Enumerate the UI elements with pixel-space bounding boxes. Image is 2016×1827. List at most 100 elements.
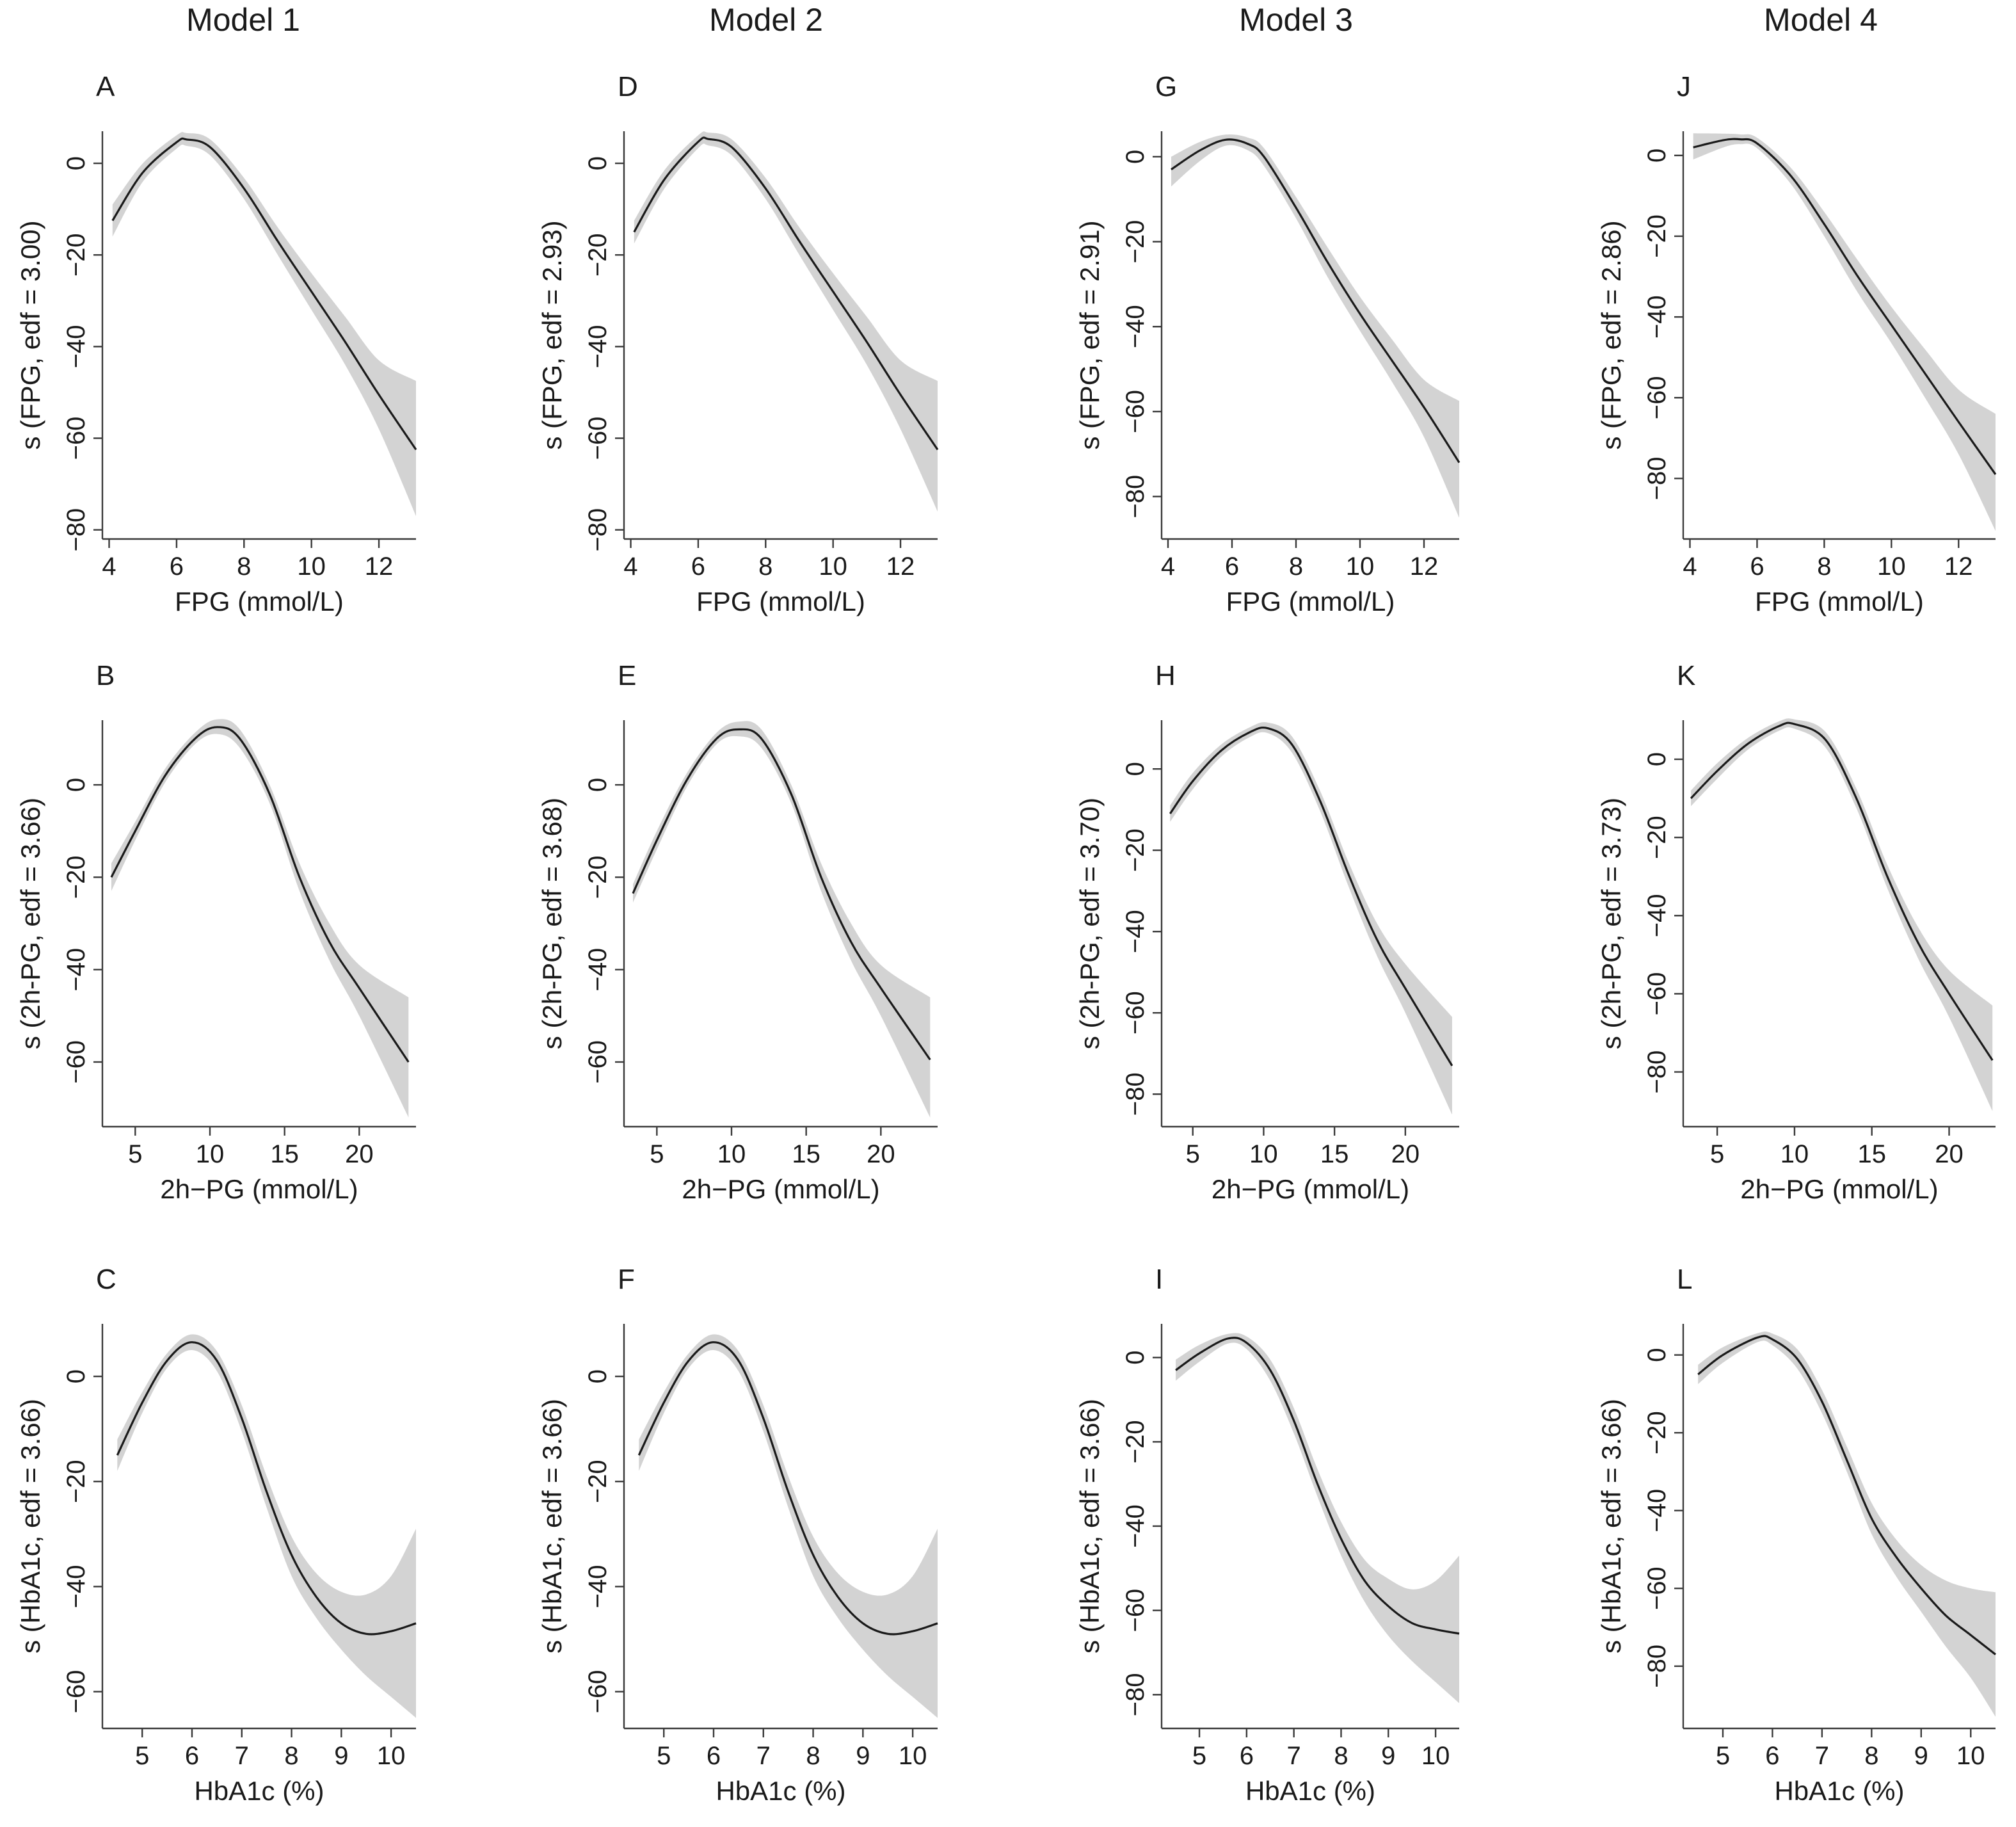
x-axis-title-i: HbA1c (%) — [1245, 1776, 1375, 1806]
y-tick-label-l: −60 — [1643, 1566, 1671, 1610]
x-tick-label-f: 10 — [899, 1742, 927, 1770]
column-title-model-2: Model 2 — [709, 2, 823, 38]
y-axis-title-k: s (2h-PG, edf = 3.73) — [1596, 798, 1626, 1049]
y-tick-label-h: −80 — [1121, 1072, 1149, 1116]
confidence-band-g — [1171, 134, 1459, 518]
spline-line-e — [632, 728, 931, 1061]
panel-h: H 5 10 15 20 0 −20 −40 −60 −80 2h−PG (mmol/L) s (2h… — [1075, 660, 1459, 1204]
y-tick-label-h: −60 — [1121, 991, 1149, 1034]
panel-f: F 5 6 7 8 9 10 0 −20 −40 −60 HbA1c (%) s (HbA1c, edf… — [537, 1264, 938, 1806]
x-tick-label-l: 8 — [1864, 1742, 1878, 1770]
panel-i: I 5 6 7 8 9 10 0 −20 −40 −60 −80 HbA1c (%) s (HbA1c, … — [1075, 1264, 1460, 1806]
x-tick-label-l: 10 — [1956, 1742, 1985, 1770]
y-tick-label-l: 0 — [1643, 1348, 1671, 1362]
panel-a: A 4 6 8 10 12 0 −20 −40 −60 −80 FPG (mmol/L) s (FPG,… — [15, 71, 417, 616]
y-tick-label-k: −80 — [1643, 1050, 1671, 1094]
panel-letter-b: B — [96, 660, 115, 691]
y-tick-label-e: −60 — [584, 1040, 612, 1084]
y-tick-label-k: −20 — [1643, 816, 1671, 859]
y-tick-label-a: −20 — [62, 233, 90, 277]
y-tick-label-k: 0 — [1643, 752, 1671, 766]
x-tick-label-e: 15 — [792, 1140, 820, 1168]
x-axis-title-l: HbA1c (%) — [1774, 1776, 1904, 1806]
x-tick-label-a: 6 — [170, 552, 184, 581]
y-tick-label-j: −20 — [1643, 214, 1671, 258]
x-tick-label-h: 15 — [1320, 1140, 1349, 1168]
panel-g: G 4 6 8 10 12 0 −20 −40 −60 −80 FPG (mmol/L) s (FPG,… — [1075, 71, 1460, 616]
y-axis-title-l: s (HbA1c, edf = 3.66) — [1596, 1399, 1626, 1654]
x-tick-label-k: 15 — [1857, 1140, 1886, 1168]
y-tick-label-d: −20 — [584, 233, 612, 277]
panel-letter-l: L — [1677, 1264, 1692, 1295]
x-tick-label-j: 8 — [1817, 552, 1831, 581]
x-tick-label-g: 10 — [1346, 552, 1375, 581]
y-tick-label-d: 0 — [584, 156, 612, 170]
y-axis-title-b: s (2h-PG, edf = 3.66) — [15, 798, 45, 1049]
column-title-model-3: Model 3 — [1239, 2, 1353, 38]
x-tick-label-k: 5 — [1710, 1140, 1724, 1168]
panel-c: C 5 6 7 8 9 10 0 −20 −40 −60 HbA1c (%) s (HbA1c, edf… — [15, 1264, 417, 1806]
panel-e: E 5 10 15 20 0 −20 −40 −60 2h−PG (mmol/L) s (2h-PG… — [537, 660, 938, 1204]
x-tick-label-i: 9 — [1381, 1742, 1395, 1770]
spline-line-h — [1169, 726, 1453, 1066]
x-tick-label-d: 8 — [758, 552, 772, 581]
y-axis-title-f: s (HbA1c, edf = 3.66) — [537, 1399, 567, 1654]
y-tick-label-l: −20 — [1643, 1411, 1671, 1454]
y-tick-label-i: −40 — [1121, 1504, 1149, 1548]
panel-k: K 5 10 15 20 0 −20 −40 −60 −80 2h−PG (mmol/L) s (2h… — [1596, 660, 1996, 1204]
spline-line-b — [110, 726, 410, 1063]
spline-line-k — [1690, 721, 1994, 1061]
x-tick-label-g: 6 — [1225, 552, 1239, 581]
spline-line-f — [637, 1341, 938, 1636]
spline-line-a — [111, 137, 417, 451]
y-tick-label-d: −60 — [584, 417, 612, 460]
confidence-band-b — [111, 719, 409, 1118]
panel-letter-d: D — [618, 71, 638, 102]
panel-letter-a: A — [96, 71, 115, 102]
x-tick-label-l: 7 — [1815, 1742, 1829, 1770]
y-tick-label-g: −80 — [1121, 475, 1149, 519]
x-tick-label-c: 5 — [135, 1742, 149, 1770]
y-tick-label-j: −80 — [1643, 456, 1671, 500]
y-axis-title-j: s (FPG, edf = 2.86) — [1596, 220, 1626, 449]
x-tick-label-a: 12 — [365, 552, 394, 581]
y-tick-label-k: −60 — [1643, 972, 1671, 1015]
y-tick-label-e: 0 — [584, 778, 612, 792]
y-tick-label-e: −20 — [584, 855, 612, 899]
x-tick-label-a: 4 — [102, 552, 116, 581]
y-tick-label-a: −80 — [62, 508, 90, 552]
panel-b: B 5 10 15 20 0 −20 −40 −60 2h−PG (mmol/L) s (2h-PG… — [15, 660, 416, 1204]
x-axis-title-g: FPG (mmol/L) — [1226, 586, 1395, 616]
y-axis-title-i: s (HbA1c, edf = 3.66) — [1075, 1399, 1105, 1654]
panels: A 4 6 8 10 12 0 −20 −40 −60 −80 FPG (mmol/L) s (FPG,… — [15, 71, 1997, 1806]
y-tick-label-h: 0 — [1121, 762, 1149, 776]
x-tick-label-f: 8 — [806, 1742, 820, 1770]
x-tick-label-k: 20 — [1935, 1140, 1964, 1168]
x-tick-label-i: 5 — [1192, 1742, 1206, 1770]
x-axis-title-f: HbA1c (%) — [716, 1776, 845, 1806]
x-tick-label-l: 6 — [1765, 1742, 1779, 1770]
spline-line-d — [633, 136, 939, 451]
y-tick-label-b: 0 — [62, 778, 90, 792]
y-tick-label-l: −80 — [1643, 1645, 1671, 1688]
spline-line-i — [1175, 1337, 1460, 1635]
x-tick-label-h: 20 — [1391, 1140, 1420, 1168]
y-tick-label-a: 0 — [62, 156, 90, 170]
y-tick-label-a: −60 — [62, 417, 90, 460]
x-tick-label-e: 5 — [650, 1140, 664, 1168]
y-tick-label-c: −40 — [62, 1565, 90, 1608]
y-axis-title-g: s (FPG, edf = 2.91) — [1075, 220, 1105, 449]
y-tick-label-h: −20 — [1121, 828, 1149, 872]
x-tick-label-d: 10 — [819, 552, 847, 581]
x-tick-label-j: 6 — [1750, 552, 1764, 581]
y-axis-title-a: s (FPG, edf = 3.00) — [15, 220, 45, 449]
x-axis-title-c: HbA1c (%) — [194, 1776, 324, 1806]
x-axis-title-a: FPG (mmol/L) — [175, 586, 344, 616]
y-axis-title-e: s (2h-PG, edf = 3.68) — [537, 798, 567, 1049]
x-tick-label-c: 9 — [334, 1742, 348, 1770]
x-tick-label-k: 10 — [1780, 1140, 1809, 1168]
x-tick-label-e: 10 — [717, 1140, 746, 1168]
x-axis-title-j: FPG (mmol/L) — [1755, 586, 1924, 616]
x-tick-label-f: 6 — [707, 1742, 721, 1770]
